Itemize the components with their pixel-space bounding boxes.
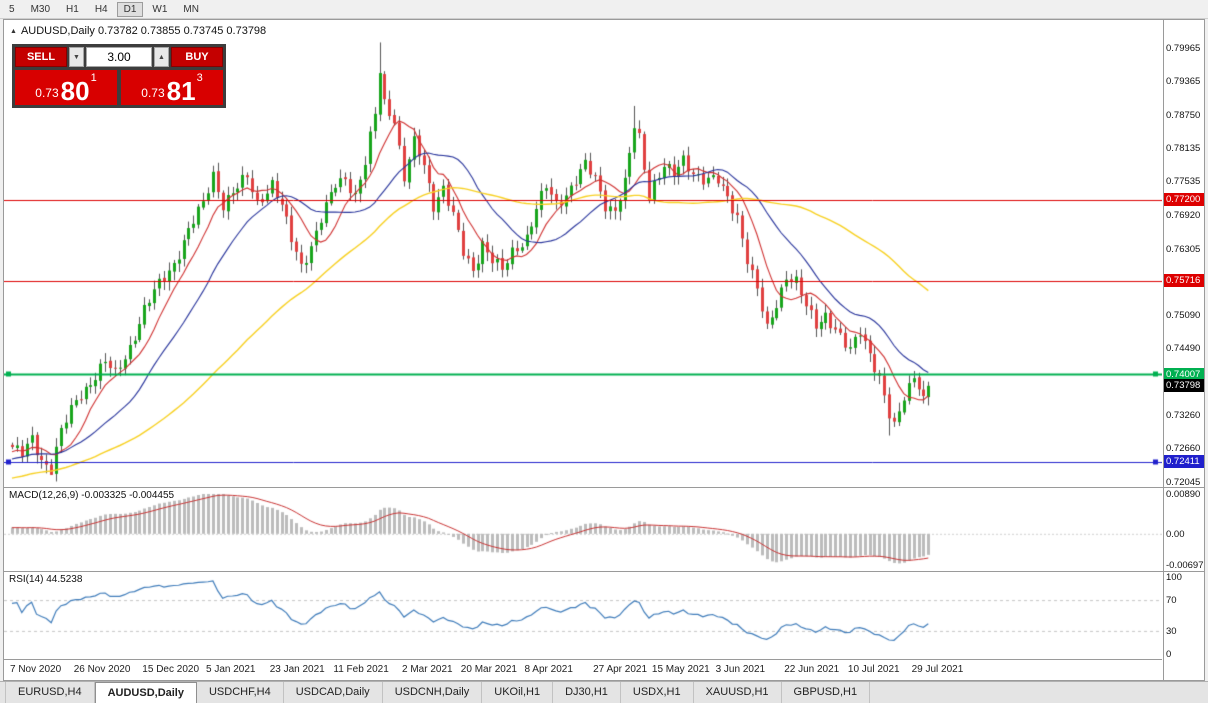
timeframe-button-5[interactable]: 5 (9, 3, 15, 15)
date-axis-label: 3 Jun 2021 (715, 664, 766, 675)
timeframe-button-h4[interactable]: H4 (94, 3, 108, 15)
one-click-trading-panel: SELL ▼ ▲ BUY 0.73 80 1 0.73 81 3 (12, 44, 226, 108)
date-axis-label: 15 May 2021 (651, 664, 710, 675)
price-axis-label: 0.77535 (1166, 176, 1201, 188)
chart-window: ▲ AUDUSD,Daily 0.73782 0.73855 0.73745 0… (3, 19, 1205, 681)
timeframe-button-mn[interactable]: MN (183, 3, 199, 15)
chart-tab-dj30-h1[interactable]: DJ30,H1 (553, 682, 621, 703)
chart-tab-eurusd-h4[interactable]: EURUSD,H4 (5, 682, 95, 703)
date-axis-label: 26 Nov 2020 (73, 664, 131, 675)
price-axis-label: 0.76920 (1166, 209, 1201, 221)
date-axis-label: 10 Jul 2021 (847, 664, 900, 675)
sell-price-prefix: 0.73 (35, 86, 59, 100)
date-axis-label: 20 Mar 2021 (460, 664, 517, 675)
buy-price-point: 3 (196, 72, 203, 84)
macd-axis-label: -0.00697 (1166, 560, 1204, 571)
chart-tab-bar: EURUSD,H4 AUDUSD,Daily USDCHF,H4 USDCAD,Dai… (0, 681, 1208, 703)
date-axis-label: 11 Feb 2021 (333, 664, 389, 675)
buy-button[interactable]: BUY (171, 47, 223, 67)
pane-separator-macd[interactable] (4, 487, 1204, 488)
date-axis-label: 15 Dec 2020 (142, 664, 200, 675)
date-axis-label: 7 Nov 2020 (10, 664, 62, 675)
chart-tab-audusd-daily[interactable]: AUDUSD,Daily (94, 682, 197, 703)
chart-tab-usdx-h1[interactable]: USDX,H1 (621, 682, 694, 703)
price-axis-label: 0.73260 (1166, 410, 1201, 422)
timeframe-button-d1[interactable]: D1 (116, 1, 144, 17)
date-axis-label: 22 Jun 2021 (784, 664, 840, 675)
price-axis-label: 0.79365 (1166, 76, 1201, 88)
timeframe-button-m30[interactable]: M30 (30, 3, 51, 15)
chart-tab-xauusd-h1[interactable]: XAUUSD,H1 (694, 682, 782, 703)
chart-title-text: AUDUSD,Daily 0.73782 0.73855 0.73745 0.7… (20, 25, 267, 37)
pane-separator-rsi[interactable] (4, 571, 1204, 572)
timeframe-button-w1[interactable]: W1 (152, 3, 168, 15)
date-axis-label: 27 Apr 2021 (593, 664, 648, 675)
sell-price-button[interactable]: 0.73 80 1 (15, 70, 117, 105)
level-price-badge: 0.74007 (1164, 367, 1204, 381)
macd-label: MACD(12,26,9) -0.003325 -0.004455 (9, 490, 175, 501)
date-axis-label: 5 Jan 2021 (206, 664, 256, 675)
price-axis-label: 0.72045 (1166, 476, 1201, 488)
price-axis-label: 0.78135 (1166, 143, 1201, 155)
sell-button[interactable]: SELL (15, 47, 67, 67)
plot-area: ▲ AUDUSD,Daily 0.73782 0.73855 0.73745 0… (4, 20, 1162, 659)
date-axis[interactable]: 7 Nov 2020 26 Nov 2020 15 Dec 2020 5 Jan 20… (4, 659, 1162, 680)
title-marker-icon: ▲ (10, 27, 17, 35)
current-price-badge: 0.73798 (1164, 379, 1204, 393)
rsi-axis-label: 30 (1166, 625, 1177, 637)
level-price-badge: 0.72411 (1164, 455, 1204, 469)
chart-tab-gbpusd-h1[interactable]: GBPUSD,H1 (782, 682, 871, 703)
macd-axis-label: 0.00 (1166, 528, 1185, 540)
volume-decrement-icon[interactable]: ▼ (69, 47, 84, 67)
price-axis-label: 0.79965 (1166, 43, 1201, 55)
rsi-axis-label: 100 (1166, 572, 1182, 583)
buy-price-button[interactable]: 0.73 81 3 (121, 70, 223, 105)
price-axis-label: 0.75090 (1166, 310, 1201, 322)
chart-tab-usdcnh-daily[interactable]: USDCNH,Daily (383, 682, 483, 703)
timeframe-toolbar: 5 M30 H1 H4 D1 W1 MN (0, 0, 1208, 19)
date-axis-label: 8 Apr 2021 (524, 664, 573, 675)
chart-canvas[interactable] (4, 20, 1162, 659)
chart-title: ▲ AUDUSD,Daily 0.73782 0.73855 0.73745 0… (10, 25, 266, 37)
level-price-badge: 0.77200 (1164, 193, 1204, 207)
level-price-badge: 0.75716 (1164, 274, 1204, 288)
chart-tab-ukoil-h1[interactable]: UKOil,H1 (482, 682, 554, 703)
buy-price-prefix: 0.73 (141, 86, 165, 100)
buy-price-pips: 81 (166, 75, 196, 106)
rsi-axis-label: 0 (1166, 649, 1172, 660)
date-axis-label: 29 Jul 2021 (911, 664, 964, 675)
sell-price-pips: 80 (60, 75, 90, 106)
rsi-axis-label: 70 (1166, 595, 1177, 607)
price-axis[interactable]: 0.79965 0.79365 0.78750 0.78135 0.77535 0.769… (1163, 20, 1204, 680)
sell-price-point: 1 (90, 72, 97, 84)
price-axis-label: 0.72660 (1166, 443, 1201, 455)
price-axis-label: 0.76305 (1166, 243, 1201, 255)
volume-input[interactable] (86, 47, 152, 67)
chart-tab-usdchf-h4[interactable]: USDCHF,H4 (197, 682, 284, 703)
volume-increment-icon[interactable]: ▲ (154, 47, 169, 67)
date-axis-label: 2 Mar 2021 (402, 664, 453, 675)
price-axis-label: 0.74490 (1166, 342, 1201, 354)
date-axis-label: 23 Jan 2021 (269, 664, 325, 675)
timeframe-button-h1[interactable]: H1 (66, 3, 79, 15)
price-axis-label: 0.78750 (1166, 109, 1201, 121)
macd-axis-label: 0.00890 (1166, 489, 1201, 500)
chart-tab-usdcad-daily[interactable]: USDCAD,Daily (284, 682, 383, 703)
rsi-label: RSI(14) 44.5238 (9, 574, 83, 585)
